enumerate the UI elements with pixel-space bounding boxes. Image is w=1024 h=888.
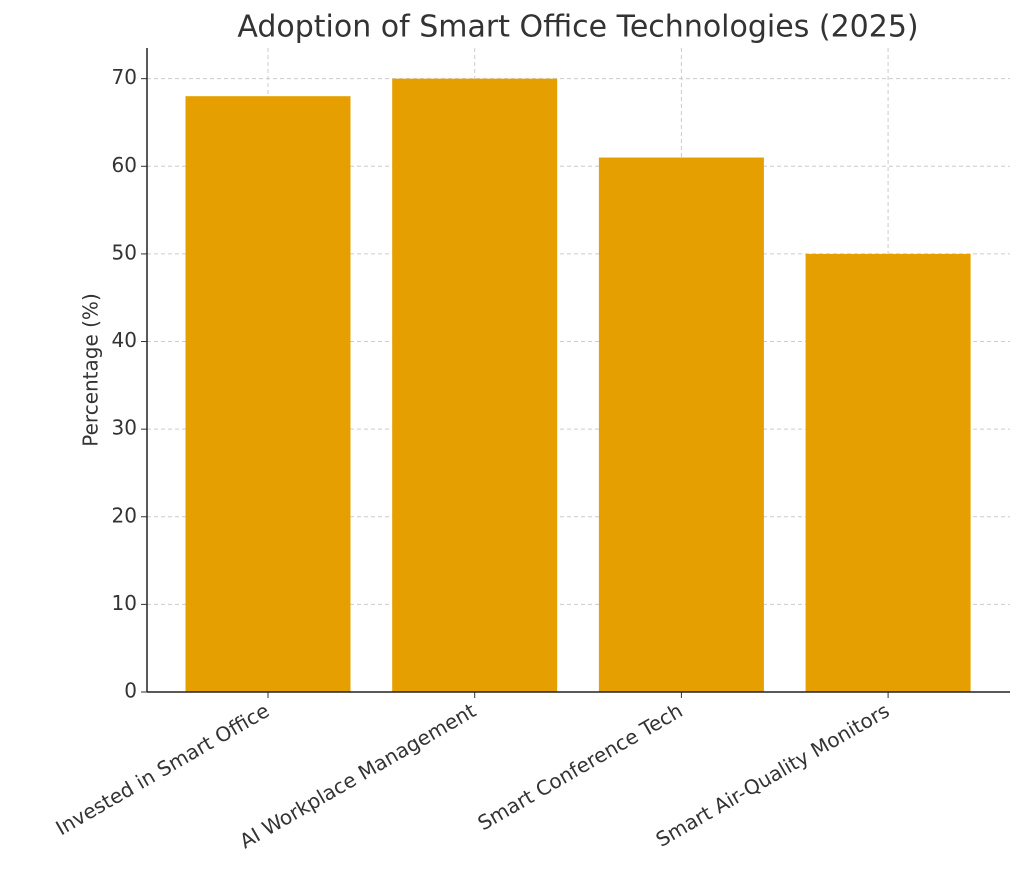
bar [392,78,558,692]
y-tick-label: 40 [112,328,137,352]
y-tick-label: 50 [112,240,137,264]
chart-title: Adoption of Smart Office Technologies (2… [237,10,918,45]
x-tick-label: Invested in Smart Office [52,698,274,840]
y-tick-label: 20 [112,503,137,527]
bar [598,157,764,692]
y-axis-label: Percentage (%) [79,293,103,446]
y-tick-label: 10 [112,591,137,615]
x-tick-label: Smart Conference Tech [473,698,686,835]
y-tick-label: 30 [112,416,137,440]
y-tick-label: 0 [124,679,137,703]
bar [805,253,971,692]
y-tick-label: 60 [112,153,137,177]
x-tick-label: AI Workplace Management [235,698,480,853]
y-tick-label: 70 [112,65,137,89]
x-tick-label: Smart Air-Quality Monitors [652,698,894,851]
bar [185,96,351,692]
